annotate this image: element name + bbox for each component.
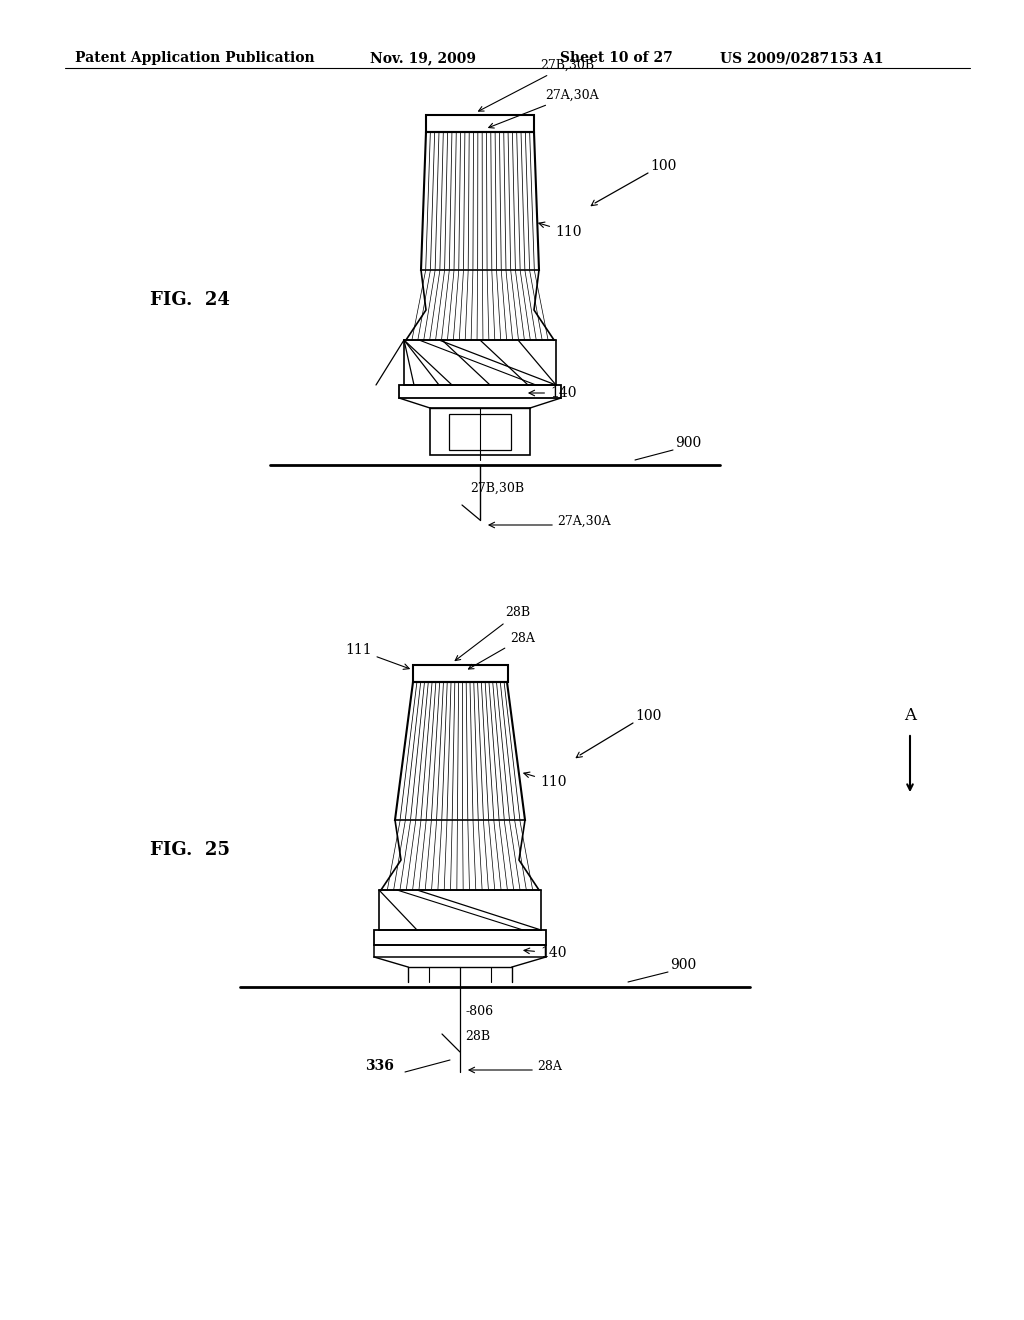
Text: 140: 140 bbox=[529, 385, 577, 400]
Text: Patent Application Publication: Patent Application Publication bbox=[75, 51, 314, 65]
Text: 27A,30A: 27A,30A bbox=[557, 515, 610, 528]
Text: 900: 900 bbox=[670, 958, 696, 972]
Text: 27A,30A: 27A,30A bbox=[488, 88, 599, 128]
Text: 100: 100 bbox=[635, 709, 662, 723]
Text: 336: 336 bbox=[365, 1059, 394, 1073]
Bar bbox=[374, 945, 546, 957]
Bar bbox=[413, 665, 508, 682]
Text: 110: 110 bbox=[524, 772, 566, 789]
Text: 28B: 28B bbox=[465, 1030, 490, 1043]
Text: 28B: 28B bbox=[456, 606, 530, 660]
Text: 27B,30B: 27B,30B bbox=[470, 482, 524, 495]
Text: Sheet 10 of 27: Sheet 10 of 27 bbox=[560, 51, 673, 65]
Text: 140: 140 bbox=[524, 946, 566, 960]
Text: Nov. 19, 2009: Nov. 19, 2009 bbox=[370, 51, 476, 65]
Text: FIG.  24: FIG. 24 bbox=[150, 290, 229, 309]
Bar bbox=[374, 931, 546, 945]
Text: US 2009/0287153 A1: US 2009/0287153 A1 bbox=[720, 51, 884, 65]
Text: FIG.  25: FIG. 25 bbox=[150, 841, 230, 859]
Bar bbox=[426, 115, 534, 132]
Bar bbox=[430, 408, 530, 455]
Text: -806: -806 bbox=[465, 1005, 494, 1018]
Text: 28A: 28A bbox=[469, 631, 535, 669]
Text: 900: 900 bbox=[675, 436, 701, 450]
Text: 111: 111 bbox=[345, 643, 410, 669]
Text: 100: 100 bbox=[650, 158, 677, 173]
Text: 28A: 28A bbox=[537, 1060, 562, 1073]
Bar bbox=[399, 385, 561, 399]
Text: A: A bbox=[904, 708, 916, 723]
Bar bbox=[449, 414, 511, 450]
Text: 110: 110 bbox=[539, 222, 582, 239]
Text: 27B,30B: 27B,30B bbox=[478, 58, 594, 111]
